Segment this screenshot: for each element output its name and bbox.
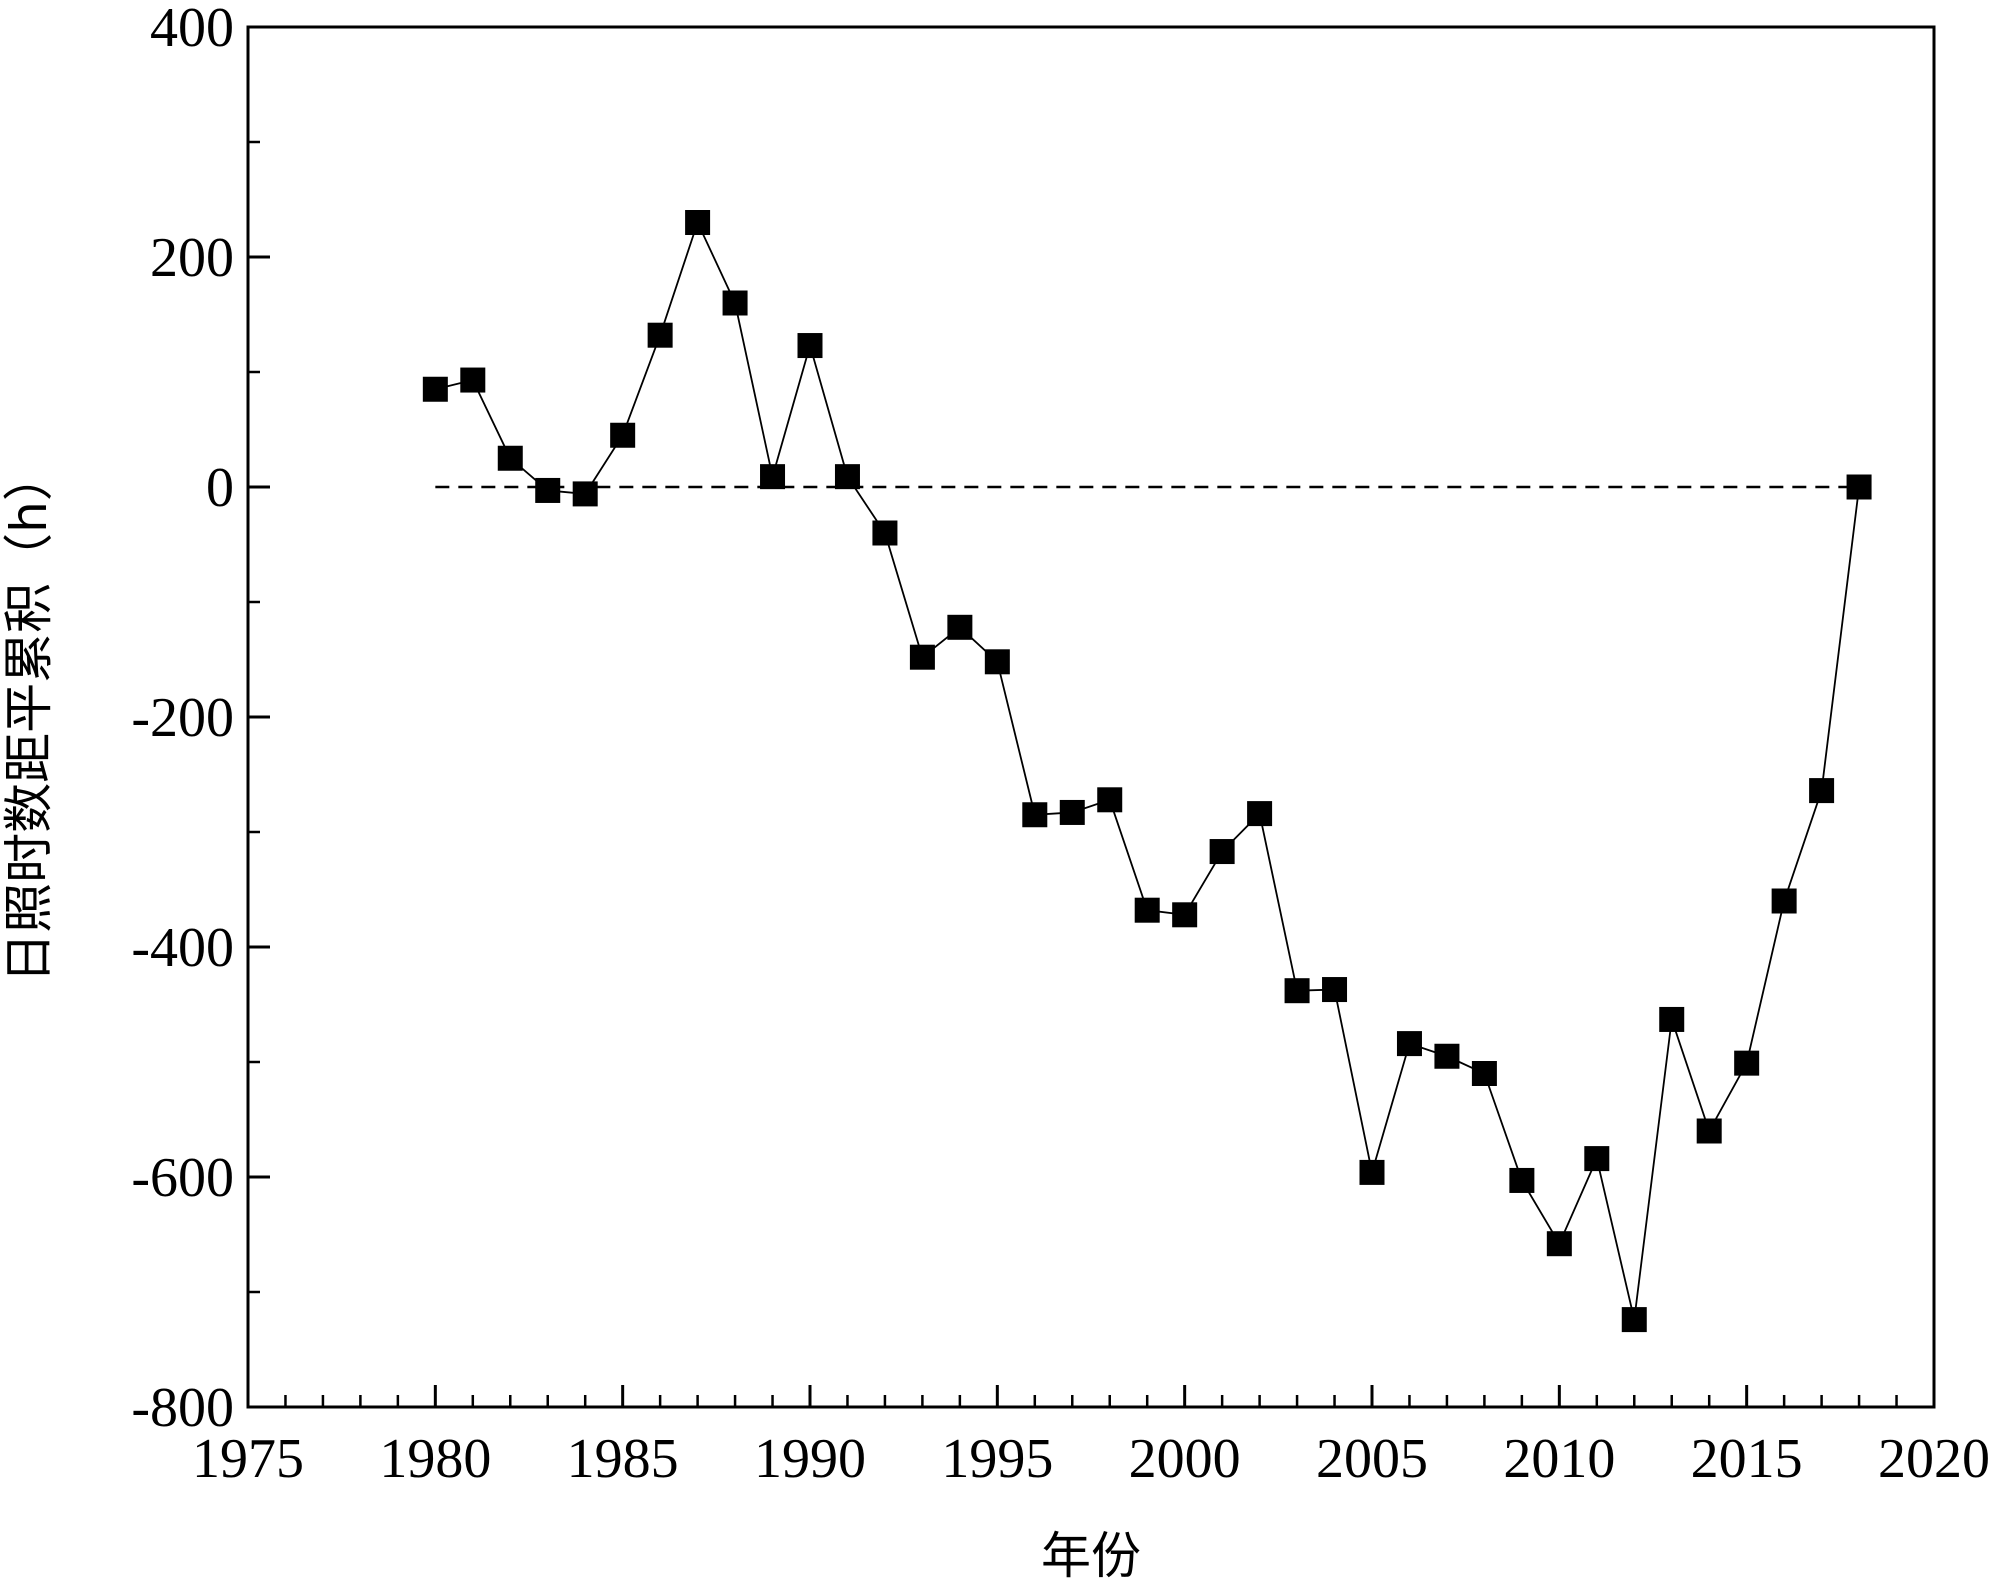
x-tick-label: 1980 bbox=[379, 1428, 491, 1490]
data-point-marker bbox=[1396, 1031, 1422, 1057]
x-tick-label: 2015 bbox=[1691, 1428, 1803, 1490]
x-tick-label: 1975 bbox=[192, 1428, 304, 1490]
data-point-marker bbox=[947, 614, 973, 640]
data-point-marker bbox=[1172, 902, 1198, 928]
data-point-marker bbox=[797, 333, 823, 359]
x-tick-label: 1995 bbox=[941, 1428, 1053, 1490]
data-point-marker bbox=[1022, 802, 1048, 828]
x-tick-label: 2010 bbox=[1503, 1428, 1615, 1490]
data-point-marker bbox=[760, 464, 786, 490]
data-point-marker bbox=[1584, 1146, 1610, 1172]
axis-ticks bbox=[246, 25, 1936, 1409]
data-point-marker bbox=[1809, 778, 1835, 804]
data-point-marker bbox=[872, 520, 898, 546]
data-point-marker bbox=[1247, 801, 1273, 827]
data-point-marker bbox=[1097, 787, 1123, 813]
data-point-marker bbox=[685, 210, 711, 235]
y-tick-label: -800 bbox=[131, 1377, 234, 1439]
data-point-marker bbox=[722, 290, 748, 316]
y-tick-label: 200 bbox=[150, 227, 234, 289]
x-tick-label: 1990 bbox=[754, 1428, 866, 1490]
data-point-marker bbox=[535, 477, 561, 503]
data-point-marker bbox=[1471, 1061, 1497, 1086]
data-point-marker bbox=[497, 445, 523, 471]
y-tick-label: 0 bbox=[206, 457, 234, 519]
data-point-marker bbox=[1509, 1167, 1535, 1193]
data-point-marker bbox=[1059, 799, 1085, 825]
data-point-marker bbox=[1284, 978, 1310, 1004]
data-point-marker bbox=[610, 422, 636, 448]
y-axis-title: 日照时数距平累积（h） bbox=[0, 451, 58, 983]
x-axis-title: 年份 bbox=[1041, 1527, 1141, 1585]
data-point-marker bbox=[572, 481, 598, 507]
data-point-marker bbox=[460, 367, 486, 393]
x-tick-label: 2005 bbox=[1316, 1428, 1428, 1490]
y-tick-label: -400 bbox=[131, 917, 234, 979]
y-tick-label: -200 bbox=[131, 687, 234, 749]
axis-tick-labels: 1975 1980 1985 1990 1995 2000 2005 2010 2015 2020… bbox=[131, 0, 1990, 1490]
series-line bbox=[435, 220, 1860, 1320]
data-point-marker bbox=[647, 322, 673, 348]
data-point-marker bbox=[1846, 474, 1872, 500]
data-point-marker bbox=[1322, 977, 1348, 1003]
x-tick-label: 2000 bbox=[1129, 1428, 1241, 1490]
data-point-marker bbox=[1696, 1118, 1722, 1144]
data-point-marker bbox=[1734, 1050, 1760, 1076]
data-point-marker bbox=[1359, 1159, 1385, 1185]
data-point-marker bbox=[422, 376, 448, 402]
data-point-marker bbox=[1546, 1231, 1572, 1257]
plot-frame bbox=[246, 25, 1936, 1409]
data-point-marker bbox=[1209, 839, 1235, 865]
data-point-marker bbox=[1771, 888, 1797, 914]
data-point-marker bbox=[834, 464, 860, 490]
data-point-marker bbox=[1434, 1043, 1460, 1069]
data-point-marker bbox=[984, 649, 1010, 675]
data-point-marker bbox=[1621, 1307, 1647, 1333]
data-point-marker bbox=[1659, 1006, 1685, 1032]
data-point-marker bbox=[909, 644, 935, 670]
data-point-marker bbox=[1134, 897, 1160, 923]
y-tick-label: -600 bbox=[131, 1147, 234, 1209]
x-tick-label: 1985 bbox=[567, 1428, 679, 1490]
y-tick-label: 400 bbox=[150, 0, 234, 59]
x-tick-label: 2020 bbox=[1878, 1428, 1990, 1490]
series-markers bbox=[422, 210, 1872, 1333]
